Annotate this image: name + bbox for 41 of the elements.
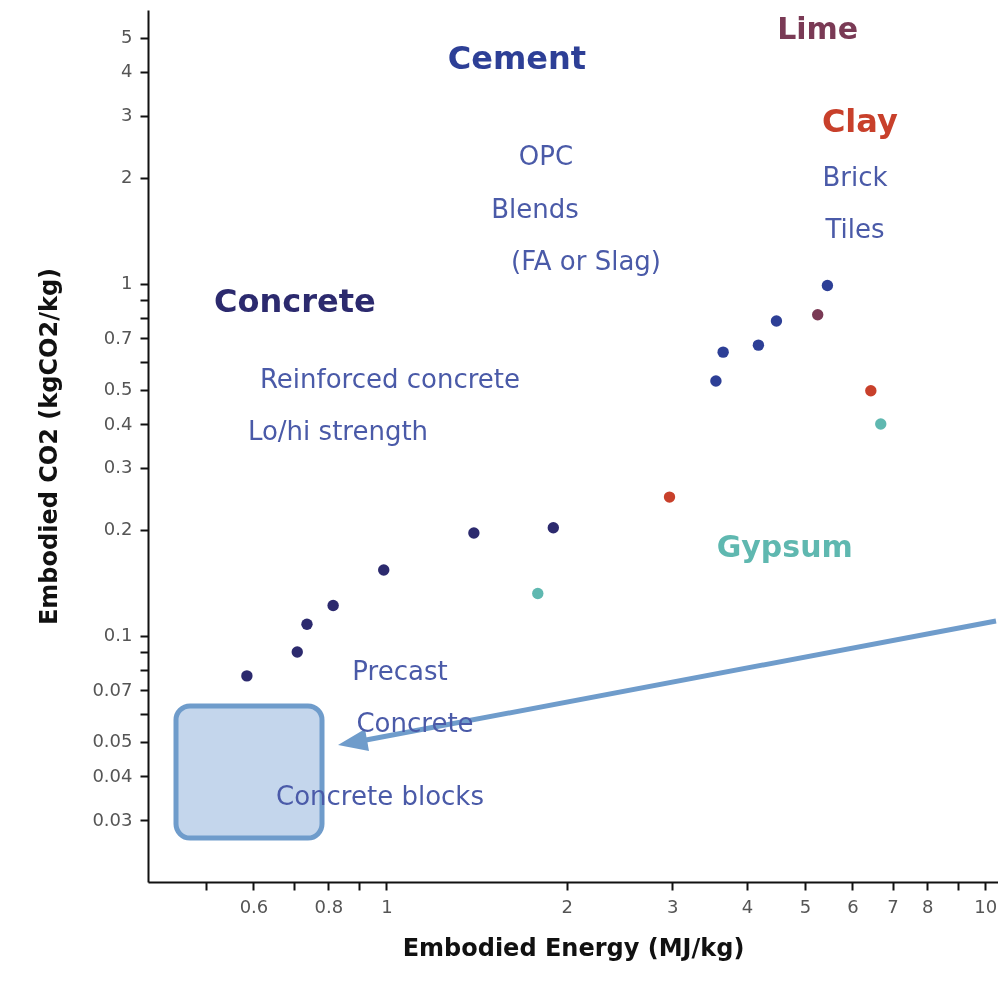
y-tick-label: 0.04 xyxy=(92,764,133,786)
annotation: Precast xyxy=(352,656,448,686)
y-tick-label: 0.05 xyxy=(92,730,133,752)
y-tick-label: 5 xyxy=(121,26,133,48)
y-tick-label: 0.1 xyxy=(103,624,133,646)
x-tick-label: 7 xyxy=(887,895,899,917)
annotation: Brick xyxy=(822,162,888,192)
y-tick-label: 0.03 xyxy=(92,808,133,830)
x-tick-label: 6 xyxy=(847,895,859,917)
y-tick-label: 0.3 xyxy=(103,456,133,478)
text: Clay xyxy=(821,101,898,140)
x-tick-label: 2 xyxy=(561,895,573,917)
y-tick-label: 0.2 xyxy=(103,518,133,540)
text: Lime xyxy=(777,10,859,46)
x-axis-title: Embodied Energy (MJ/kg) xyxy=(402,933,745,962)
y-tick-label: 3 xyxy=(121,104,133,126)
text: Cement xyxy=(447,38,587,77)
text: Gypsum xyxy=(716,529,853,565)
annotation: OPC xyxy=(518,141,574,171)
annotation: Lo/hi strength xyxy=(247,416,429,446)
y-tick-label: 4 xyxy=(121,60,133,82)
x-tick-label: 0.8 xyxy=(314,895,344,917)
y-tick-label: 2 xyxy=(121,166,133,188)
y-tick-label: 1 xyxy=(121,272,133,294)
x-tick-label: 1 xyxy=(381,895,393,917)
y-tick-label: 0.5 xyxy=(103,378,133,400)
x-tick-label: 10 xyxy=(974,895,998,917)
annotation: Blends xyxy=(491,194,579,224)
x-tick-label: 5 xyxy=(799,895,812,917)
annotation: (FA or Slag) xyxy=(511,246,661,276)
x-tick-label: 8 xyxy=(922,895,934,917)
annotation: Reinforced concrete xyxy=(259,364,521,394)
x-tick-label: 0.6 xyxy=(239,895,269,917)
y-tick-label: 0.7 xyxy=(103,326,133,348)
y-tick-label: 0.07 xyxy=(92,678,133,700)
y-axis-title: Embodied CO2 (kgCO2/kg) xyxy=(35,267,64,626)
annotation: Tiles xyxy=(824,214,885,244)
x-tick-label: 3 xyxy=(666,895,679,917)
x-tick-label: 4 xyxy=(741,895,754,917)
text: Concrete xyxy=(214,281,376,320)
y-tick-label: 0.4 xyxy=(103,412,133,434)
